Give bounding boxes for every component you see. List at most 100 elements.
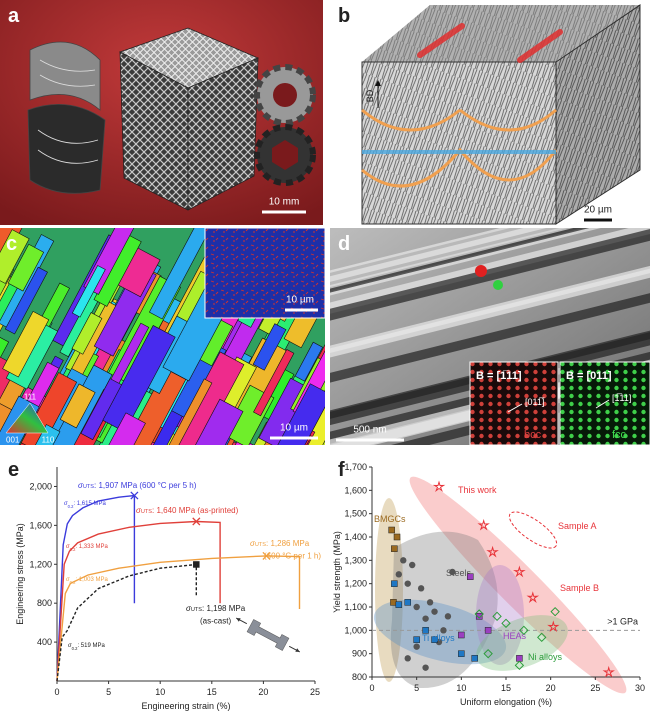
scale-bar-label: 10 µm [280,423,308,434]
data-point [193,561,200,568]
data-point [192,517,201,526]
y-tick-label: 1,000 [344,625,367,635]
bd-arrowhead [375,80,381,86]
data-point [391,545,398,552]
y-tick-label: 1,600 [344,485,367,495]
y-tick-label: 800 [37,598,52,608]
y-tick-label: 1,200 [344,579,367,589]
panel-a: a 10 mm [0,0,323,225]
sample-highlight [508,511,558,549]
data-point [474,609,484,619]
band [330,228,650,299]
grain [102,325,176,433]
spot-arrow [595,399,610,409]
panel-label: e [8,459,19,481]
annotation: σUTS: 1,286 MPa [250,539,310,549]
series-label: Ti alloys [422,633,455,643]
region [375,498,403,682]
curve [56,494,136,682]
curve [56,563,197,682]
panel-label: f [338,459,345,481]
grain [71,312,103,355]
y-tick-label: 1,500 [344,509,367,519]
grain [194,454,255,545]
panel-label: d [338,233,350,255]
scale-bar-label: 20 µm [584,205,612,216]
annotation: σ0.2: 1,615 MPa [64,501,106,509]
series-label: HEAs [503,631,527,641]
x-tick-label: 15 [207,687,217,697]
x-tick-label: 5 [106,687,111,697]
band [330,257,650,359]
region [409,476,627,694]
lattice-cube [119,27,260,211]
gear-parts [254,64,316,186]
annotation-symbol: σ [186,604,192,613]
data-point [547,620,560,633]
data-point [477,518,490,531]
data-point [431,636,438,643]
data-point [444,613,452,620]
zone-axis: B = [011] [566,370,612,382]
annotation-symbol: σ [78,481,84,490]
x-tick-label: 30 [635,683,645,693]
band [330,228,650,302]
x-tick-label: 25 [590,683,600,693]
grain [0,424,61,445]
data-point [395,601,403,608]
grain [0,403,15,445]
annotation: σUTS: 1,640 MPa (as-printed) [136,506,239,516]
series-label: Steels [446,568,472,578]
annotation-text: : 1,333 MPa [75,544,108,550]
data-point [404,599,411,606]
sample-label: Sample A [558,521,597,531]
x-tick-label: 5 [414,683,419,693]
grain [91,436,145,445]
series-label: Ni alloys [528,652,563,662]
data-point [426,599,434,606]
data-point [449,568,456,576]
annotation-symbol: σ [66,577,70,583]
fcc-inset [559,361,650,445]
spot-arrow [507,403,523,413]
annotation: σ0.2: 1,003 MPa [66,577,108,585]
cube-side [555,4,641,225]
cube-side-shade [556,5,640,224]
panel-label: a [8,5,20,27]
annotation-subscript: UTS [255,542,266,548]
spiral-part [27,41,106,194]
panel-c: 10 µm 111 001 110 10 µm c [0,228,329,545]
band [330,282,650,389]
grain [212,433,276,445]
grain [4,266,48,335]
x-tick-label: 0 [369,683,374,693]
data-point [262,551,271,560]
data-point [395,571,402,578]
grain [299,454,329,500]
annotation-subscript: 0.2 [70,580,76,585]
data-point [550,606,560,617]
data-point [483,648,493,659]
specimen-icon [235,617,301,653]
annotation-note: (600 °C per 1 h) [264,552,321,561]
y-tick-label: 2,000 [29,481,52,491]
y-tick-label: 1,600 [29,520,52,530]
data-point [471,655,478,662]
grain [191,437,260,445]
grain [0,228,23,333]
y-axis-title: Engineering stress (MPa) [15,523,25,625]
grain [78,412,146,445]
grain [252,323,287,371]
data-point [519,625,529,636]
data-point [390,599,397,606]
annotation-text: : 1,907 MPa (600 °C per 5 h) [94,481,197,490]
x-axis-title: Uniform elongation (%) [460,697,552,707]
data-point [422,615,429,622]
ipf-label: 111 [24,393,37,402]
grain [245,439,310,445]
grain [0,229,30,284]
grain [148,228,214,320]
annotation-text: : 1,640 MPa (as-printed) [152,506,239,515]
band [330,228,650,295]
y-tick-label: 1,100 [344,602,367,612]
